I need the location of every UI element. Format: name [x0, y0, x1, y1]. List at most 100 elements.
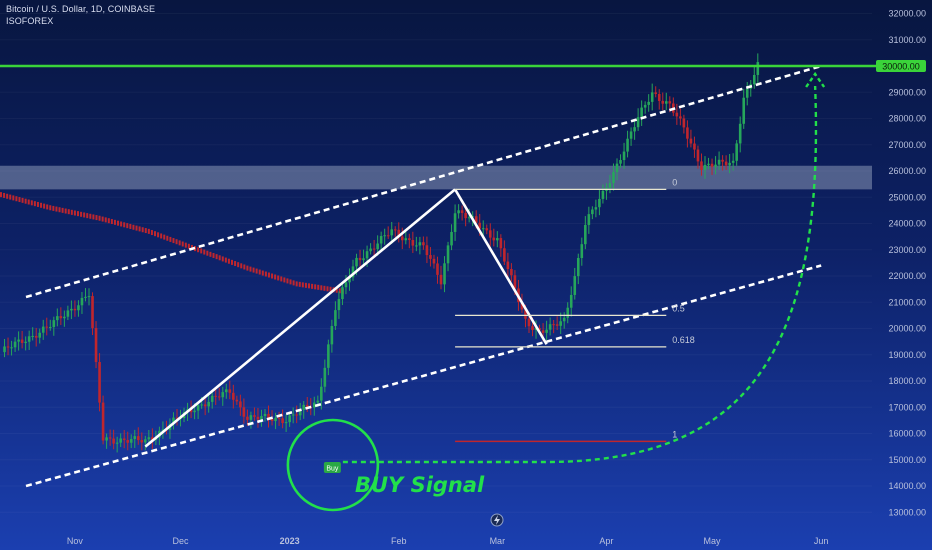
candle-body [569, 294, 573, 308]
candle-body [172, 417, 175, 424]
candle-body [112, 438, 115, 444]
candle-body [654, 92, 658, 95]
chart-title: Bitcoin / U.S. Dollar, 1D, COINBASE [6, 4, 156, 14]
candle-body [200, 404, 203, 406]
candle-body [710, 163, 714, 167]
candle-body [446, 245, 450, 264]
projection-path [342, 85, 818, 464]
ma-point [150, 230, 153, 236]
candle-body [703, 164, 707, 170]
candle-body [594, 207, 598, 210]
candle-body [622, 151, 626, 161]
candle-body [122, 438, 126, 441]
candle-body [295, 414, 298, 416]
candle-body [232, 392, 235, 400]
candle-body [393, 229, 397, 231]
candle-body [235, 399, 239, 402]
ma-point [107, 218, 110, 224]
projection-arrowhead [805, 71, 826, 88]
candle-body [696, 149, 700, 162]
ma-point [274, 274, 277, 280]
candle-body [745, 88, 749, 98]
candle-body [562, 317, 566, 322]
trend-line [453, 188, 548, 345]
ma-point [298, 281, 301, 287]
candle-body [675, 112, 679, 117]
ma-point [237, 262, 240, 268]
ma-point [141, 227, 144, 233]
candle-body [358, 257, 362, 261]
y-tick-label: 24000.00 [888, 219, 926, 229]
price-label: 30000.00 [882, 62, 920, 72]
candle-body [105, 437, 108, 441]
ma-point [280, 276, 283, 282]
buy-marker-box [323, 462, 341, 473]
ma-point [132, 224, 135, 230]
candle-body [742, 97, 746, 124]
candle-body [573, 276, 577, 295]
candle-body [45, 326, 49, 328]
candle-body [531, 326, 534, 330]
candle-body [566, 307, 570, 318]
candle-body [13, 341, 17, 348]
candle-body [260, 415, 263, 420]
candle-body [133, 436, 137, 440]
candle-body [87, 296, 91, 298]
ma-point [304, 282, 307, 288]
ma-point [80, 211, 83, 217]
candle-body [281, 418, 284, 424]
ma-point [126, 223, 129, 229]
y-tick-label: 15000.00 [888, 455, 926, 465]
candle-body [629, 131, 633, 139]
ma-point [283, 277, 286, 283]
candle-body [249, 415, 253, 420]
candle-body [126, 440, 130, 443]
buy-marker-label: Buy [326, 466, 339, 473]
candle-body [66, 310, 70, 317]
ma-point [144, 228, 147, 234]
ma-point [308, 283, 310, 289]
ma-point [0, 192, 2, 198]
candle-body [284, 422, 288, 424]
candle-body [372, 248, 376, 250]
candle-body [144, 439, 147, 443]
candle-body [94, 328, 98, 363]
candle-body [481, 228, 485, 230]
candle-body [717, 159, 721, 165]
ma-point [218, 255, 221, 261]
candle-body [298, 409, 302, 416]
candle-body [686, 127, 689, 139]
ma-point [154, 231, 156, 237]
candle-body [24, 341, 27, 343]
ma-point [61, 207, 64, 213]
ma-point [295, 281, 298, 287]
candle-body [601, 190, 605, 199]
ma-point [147, 228, 150, 234]
candle-body [383, 235, 386, 237]
candle-body [288, 415, 291, 423]
candle-body [731, 160, 735, 163]
ma-point [123, 222, 126, 228]
candle-body [77, 305, 80, 311]
candle-body [485, 228, 489, 231]
y-tick-label: 32000.00 [888, 9, 926, 19]
candle-body [59, 316, 63, 319]
candle-body [224, 389, 228, 393]
candle-body [6, 346, 10, 348]
moving-average [0, 192, 344, 294]
ma-point [73, 210, 76, 216]
y-tick-label: 27000.00 [888, 140, 926, 150]
candle-body [450, 231, 453, 246]
ma-point [86, 213, 89, 219]
candle-body [129, 439, 133, 443]
ma-point [227, 258, 230, 264]
grid-lines [0, 13, 872, 513]
candle-body [400, 236, 404, 241]
ma-point [55, 206, 58, 212]
candle-body [34, 335, 38, 338]
ma-point [301, 282, 304, 288]
ma-point [320, 285, 323, 291]
ma-point [166, 235, 169, 241]
